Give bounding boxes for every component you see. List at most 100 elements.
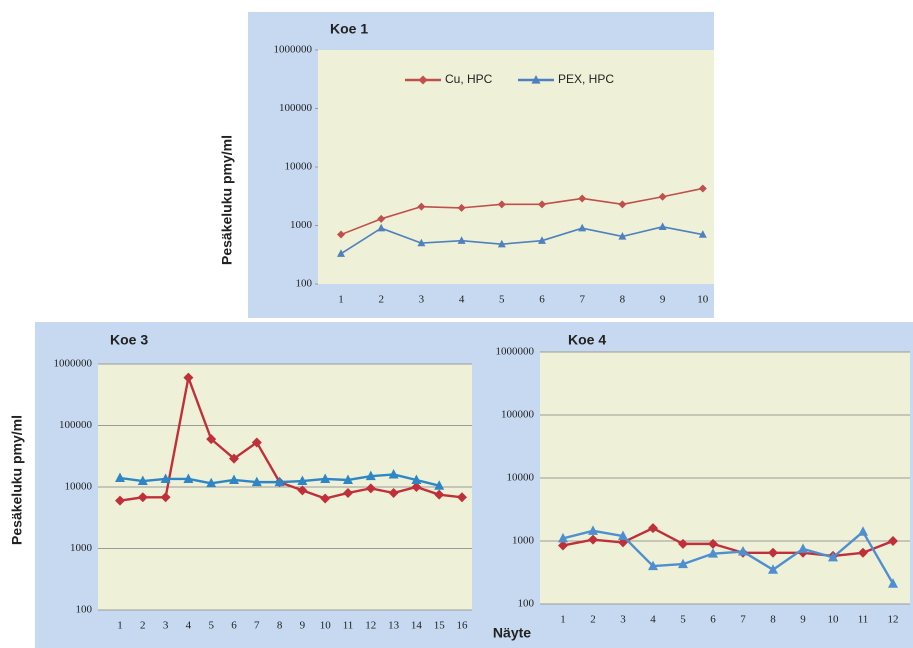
marker [297, 475, 308, 486]
marker [658, 192, 667, 201]
marker [457, 203, 466, 212]
y-tick-label: 10000 [507, 472, 535, 484]
marker [588, 534, 598, 545]
marker [618, 232, 627, 240]
marker [206, 434, 217, 445]
y-tick-label: 1000000 [54, 358, 93, 370]
marker [337, 249, 345, 257]
marker [678, 558, 688, 569]
marker [229, 474, 239, 484]
marker [708, 548, 718, 558]
marker [798, 543, 808, 553]
marker [365, 470, 376, 481]
y-axis-label: Pesäkeluku pmy/ml [219, 135, 235, 265]
chart-title: Koe 3 [110, 332, 148, 348]
marker [588, 525, 598, 535]
x-tick-label: 10 [828, 614, 840, 626]
x-tick-label: 12 [888, 614, 899, 626]
x-tick-label: 1 [117, 620, 123, 632]
x-tick-label: 1 [338, 294, 344, 306]
marker [183, 473, 194, 483]
legend-marker [531, 75, 541, 84]
x-tick-label: 8 [277, 620, 283, 632]
x-tick-label: 5 [680, 614, 686, 626]
x-tick-label: 3 [163, 620, 169, 632]
marker [538, 236, 546, 244]
x-tick-label: 7 [579, 294, 585, 306]
marker [388, 487, 399, 498]
marker [417, 202, 426, 211]
plot-area [318, 50, 714, 284]
marker [411, 482, 422, 492]
marker [434, 480, 445, 490]
y-tick-label: 1000 [290, 219, 313, 231]
marker [320, 473, 331, 483]
marker [558, 532, 568, 543]
marker [160, 492, 171, 503]
x-tick-label: 8 [770, 614, 776, 626]
marker [411, 474, 422, 484]
y-tick-label: 1000 [70, 542, 93, 554]
y-tick-label: 10000 [65, 481, 93, 493]
marker [343, 487, 353, 498]
x-tick-label: 5 [499, 294, 505, 306]
marker [251, 476, 262, 487]
y-axis-label: Pesäkeluku pmy/ml [9, 415, 25, 545]
x-tick-label: 6 [231, 620, 237, 632]
marker [698, 230, 707, 238]
marker [434, 489, 445, 500]
series-line [119, 376, 463, 502]
marker [538, 200, 546, 209]
marker [206, 477, 217, 488]
series-line [562, 526, 894, 558]
x-tick-label: 1 [560, 614, 566, 626]
chart-title: Koe 1 [330, 21, 368, 37]
x-tick-label: 13 [388, 620, 400, 632]
x-tick-label: 11 [858, 614, 869, 626]
marker [497, 239, 506, 248]
marker [558, 540, 568, 551]
marker [888, 536, 898, 546]
marker [888, 578, 898, 588]
marker [137, 492, 148, 503]
x-tick-label: 3 [419, 294, 425, 306]
y-tick-label: 10000 [285, 161, 313, 173]
marker [417, 238, 426, 247]
marker [497, 200, 506, 209]
legend-label: PEX, HPC [558, 72, 614, 86]
legend-marker [418, 75, 428, 85]
series-line [340, 187, 703, 236]
marker [377, 223, 386, 232]
marker [708, 538, 718, 549]
marker [160, 473, 171, 483]
x-tick-label: 9 [800, 614, 806, 626]
x-tick-label: 7 [740, 614, 746, 626]
marker [578, 223, 587, 232]
marker [768, 547, 778, 558]
marker [274, 476, 285, 487]
marker [678, 538, 688, 549]
chart-title: Koe 4 [568, 332, 606, 348]
marker [297, 485, 308, 496]
y-tick-label: 100000 [59, 419, 93, 431]
x-tick-label: 8 [620, 294, 626, 306]
y-tick-label: 1000000 [496, 346, 535, 358]
y-tick-label: 100 [518, 598, 535, 610]
y-tick-label: 100 [76, 604, 93, 616]
x-tick-label: 4 [459, 294, 465, 306]
x-tick-label: 3 [620, 614, 626, 626]
marker [115, 495, 125, 506]
marker [251, 437, 262, 448]
y-tick-label: 1000000 [274, 44, 313, 56]
y-tick-label: 100 [296, 278, 313, 290]
marker [183, 372, 194, 383]
marker [337, 230, 345, 239]
chart: Koe 3 Pesäkeluku pmy/ml 100 1000 10000 100000… [9, 322, 478, 648]
y-tick-label: 1000 [512, 535, 535, 547]
x-tick-label: 15 [434, 620, 446, 632]
x-tick-label: 7 [254, 620, 260, 632]
marker [343, 474, 353, 484]
y-tick-label: 100000 [279, 102, 313, 114]
